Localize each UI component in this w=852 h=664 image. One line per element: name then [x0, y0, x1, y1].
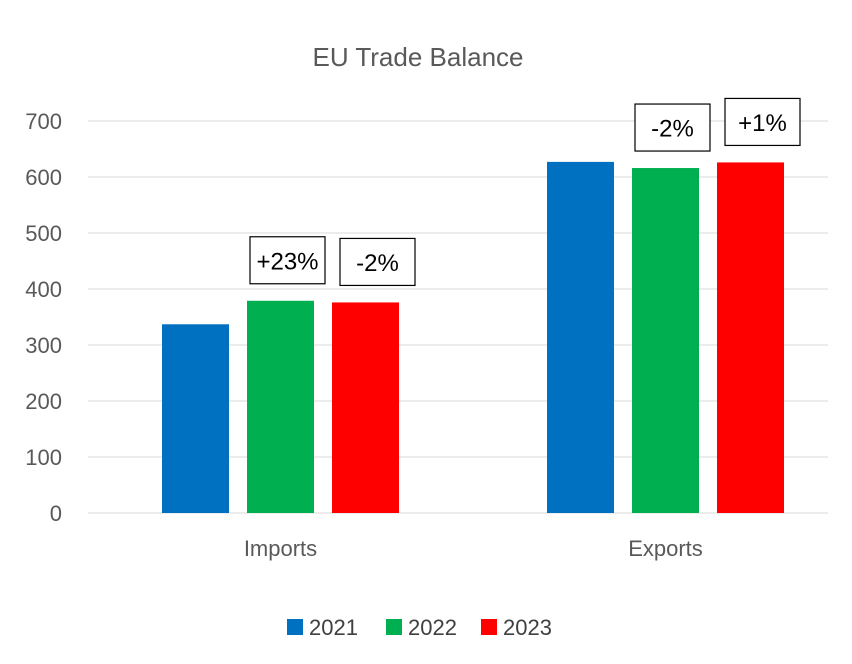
- legend-swatch: [386, 619, 402, 635]
- annotation-box: -2%: [634, 103, 711, 152]
- y-tick-label: 0: [50, 501, 62, 526]
- legend-label: 2021: [309, 615, 358, 640]
- bars: [162, 161, 784, 514]
- y-tick-label: 500: [25, 221, 62, 246]
- annotation-box: +1%: [724, 97, 801, 147]
- bar-imports-2022: [247, 300, 314, 513]
- y-axis-tick-labels: 0 100 200 300 400 500 600 700: [25, 109, 62, 526]
- y-tick-label: 200: [25, 389, 62, 414]
- annotation-box: +23%: [249, 236, 326, 285]
- y-tick-label: 400: [25, 277, 62, 302]
- annotation-box: -2%: [339, 237, 416, 287]
- chart-title: EU Trade Balance: [312, 42, 523, 72]
- category-labels: Imports Exports: [244, 536, 703, 561]
- legend-label: 2022: [408, 615, 457, 640]
- legend-item-2023: 2023: [481, 615, 552, 640]
- change-annotations: +23% -2% -2% +1%: [249, 97, 801, 287]
- annotation-text: +23%: [256, 248, 318, 275]
- legend: 2021 2022 2023: [287, 615, 552, 640]
- bar-imports-2021: [162, 324, 229, 513]
- legend-swatch: [287, 619, 303, 635]
- legend-item-2021: 2021: [287, 615, 358, 640]
- category-label: Exports: [628, 536, 703, 561]
- legend-item-2022: 2022: [386, 615, 457, 640]
- y-tick-label: 300: [25, 333, 62, 358]
- bar-imports-2023: [332, 302, 399, 513]
- legend-label: 2023: [503, 615, 552, 640]
- annotation-text: +1%: [738, 110, 787, 137]
- category-label: Imports: [244, 536, 317, 561]
- bar-exports-2021: [547, 161, 614, 513]
- annotation-text: -2%: [651, 116, 694, 143]
- annotation-text: -2%: [356, 250, 399, 277]
- legend-swatch: [481, 619, 497, 635]
- y-tick-label: 100: [25, 445, 62, 470]
- bar-exports-2023: [717, 162, 784, 513]
- y-tick-label: 700: [25, 109, 62, 134]
- y-tick-label: 600: [25, 165, 62, 190]
- bar-exports-2022: [632, 168, 699, 514]
